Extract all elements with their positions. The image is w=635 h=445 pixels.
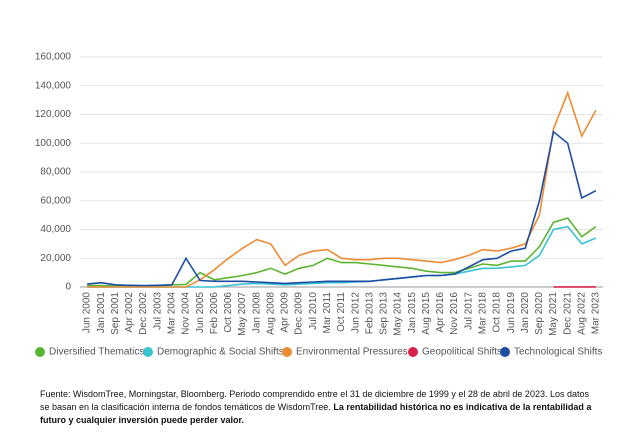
x-tick-label: Nov 2016: [449, 292, 460, 335]
x-tick-label: Feb 2013: [364, 292, 375, 335]
x-tick-label: Jun 2005: [195, 292, 206, 334]
series-line: [87, 90, 597, 288]
x-tick-label: Apr 2009: [280, 292, 291, 333]
x-tick-label: Aug 2022: [576, 292, 587, 335]
x-tick-label: Aug 2008: [265, 292, 276, 335]
x-tick-label: Aug 2015: [421, 292, 432, 335]
x-tick-label: Mar 2018: [477, 292, 488, 335]
y-tick-label: 160,000: [35, 52, 72, 63]
x-tick-label: May 2014: [393, 292, 404, 336]
series-line: [87, 225, 597, 288]
x-tick-label: May 2021: [548, 292, 559, 336]
x-tick-label: Dec 2021: [562, 292, 573, 335]
x-tick-label: Jun 2019: [506, 292, 517, 334]
footnote-text: Fuente: WisdomTree, Morningstar, Bloombe…: [40, 389, 589, 412]
y-tick-label: 60,000: [40, 195, 71, 206]
x-tick-label: Sep 2013: [379, 292, 390, 335]
legend-label: Diversified Thematics: [49, 347, 144, 358]
y-tick-label: 80,000: [40, 167, 71, 178]
x-tick-label: Feb 2006: [209, 292, 220, 335]
x-tick-label: Jul 2017: [463, 292, 474, 330]
x-tick-label: Mar 2023: [591, 292, 602, 335]
x-tick-label: Sep 2001: [110, 292, 121, 335]
x-tick-label: Jan 2020: [520, 292, 531, 334]
series-line: [87, 217, 597, 287]
x-tick-label: Jun 2012: [350, 292, 361, 334]
y-tick-label: 120,000: [35, 109, 72, 120]
legend-marker: [35, 347, 45, 357]
y-tick-label: 140,000: [35, 80, 72, 91]
x-tick-label: Dec 2009: [294, 292, 305, 335]
x-tick-label: Jan 2015: [407, 292, 418, 334]
y-tick-label: 20,000: [40, 253, 71, 264]
legend-label: Geopolitical Shifts: [422, 347, 502, 358]
legend-marker: [282, 347, 292, 357]
x-tick-label: Jan 2008: [251, 292, 262, 334]
x-tick-label: Oct 2011: [336, 292, 347, 332]
footnote: Fuente: WisdomTree, Morningstar, Bloombe…: [40, 388, 600, 427]
x-tick-label: Jul 2003: [152, 292, 163, 330]
y-tick-label: 40,000: [40, 224, 71, 235]
legend-label: Technological Shifts: [514, 347, 602, 358]
footnote-bold: La rentabilidad histórica no es indicati…: [40, 402, 592, 425]
x-tick-label: Mar 2004: [167, 292, 178, 335]
x-tick-label: Jan 2001: [96, 292, 107, 334]
y-tick-label: 0: [65, 282, 71, 293]
x-tick-label: Jun 2000: [82, 292, 93, 334]
x-tick-label: Apr 2016: [435, 292, 446, 333]
x-tick-label: Apr 2002: [124, 292, 135, 333]
legend-label: Environmental Pressures: [296, 347, 408, 358]
x-tick-label: Dec 2002: [138, 292, 149, 335]
x-tick-label: May 2007: [237, 292, 248, 336]
legend-label: Demographic & Social Shifts: [157, 347, 284, 358]
legend-marker: [408, 347, 418, 357]
legend-marker: [143, 347, 153, 357]
chart: 0 20,000 40,000 60,000 80,000 100,000 120,000 1…: [35, 52, 603, 358]
series-line: [87, 130, 597, 287]
x-tick-label: Jul 2010: [308, 292, 319, 330]
x-tick-label: Nov 2004: [181, 292, 192, 335]
x-tick-label: Oct 2018: [492, 292, 503, 333]
x-tick-label: Sep 2020: [534, 292, 545, 335]
x-tick-label: Oct 2006: [223, 292, 234, 333]
y-tick-label: 100,000: [35, 138, 72, 149]
legend-marker: [500, 347, 510, 357]
x-tick-label: Mar 2011: [322, 292, 333, 334]
